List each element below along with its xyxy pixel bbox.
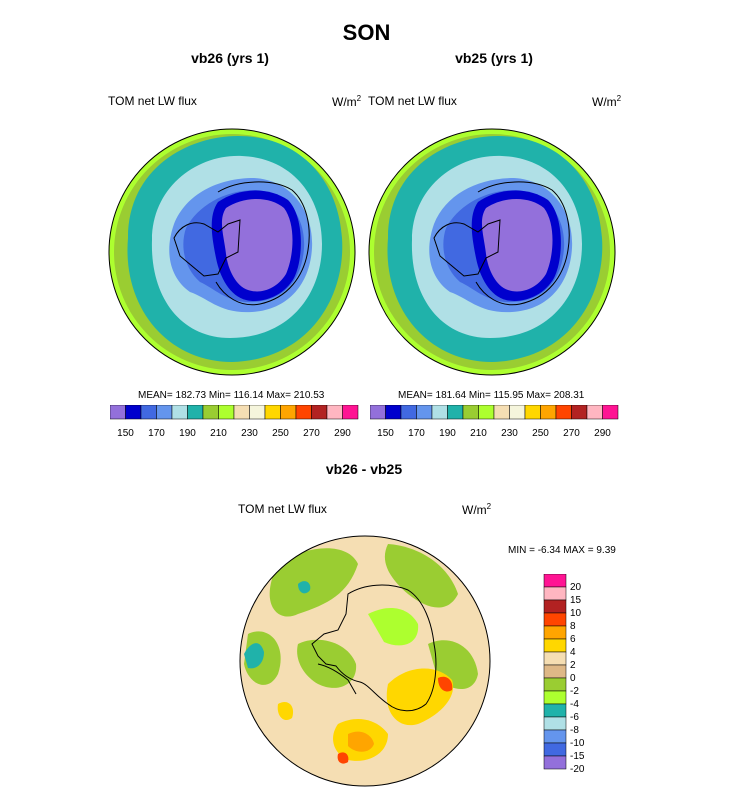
- colorbar-swatch: [478, 405, 495, 420]
- panel-2-units: W/m2: [592, 94, 622, 109]
- colorbar-swatch: [543, 612, 567, 627]
- colorbar-swatch: [462, 405, 479, 420]
- panel-2-variable: TOM net LW flux: [368, 94, 457, 108]
- colorbar-swatch: [543, 742, 567, 757]
- colorbar-label: 270: [563, 428, 580, 439]
- colorbar-label: 190: [439, 428, 456, 439]
- colorbar-label: -20: [570, 764, 585, 775]
- colorbar-swatch: [543, 586, 567, 601]
- colorbar-swatch: [326, 405, 343, 420]
- colorbar-label: -2: [570, 686, 579, 697]
- colorbar-swatch: [385, 405, 402, 420]
- panel-3-units: W/m2: [462, 502, 492, 517]
- panel-2-stats: MEAN= 181.64 Min= 115.95 Max= 208.31: [398, 390, 585, 401]
- colorbar-label: -8: [570, 725, 579, 736]
- colorbar-label: 150: [377, 428, 394, 439]
- panel-1-variable: TOM net LW flux: [108, 94, 197, 108]
- colorbar-label: 150: [117, 428, 134, 439]
- colorbar-label: 10: [570, 608, 582, 619]
- colorbar-label: 230: [501, 428, 518, 439]
- colorbar-swatch: [524, 405, 541, 420]
- panel-1-colorbar: 150 170 190 210 230 250 270 290: [110, 405, 359, 439]
- colorbar-swatch: [543, 729, 567, 744]
- colorbar-swatch: [187, 405, 204, 420]
- colorbar-swatch: [202, 405, 219, 420]
- colorbar-swatch: [218, 405, 235, 420]
- panel-3-title: vb26 - vb25: [325, 461, 403, 477]
- colorbar-label: 250: [532, 428, 549, 439]
- figure-title: SON: [342, 20, 391, 45]
- colorbar-label: 0: [570, 673, 576, 684]
- colorbar-swatch: [110, 405, 126, 420]
- colorbar-swatch: [493, 405, 510, 420]
- panel-1-title: vb26 (yrs 1): [191, 50, 269, 66]
- colorbar-label: 190: [179, 428, 196, 439]
- colorbar-swatch: [543, 625, 567, 640]
- colorbar-label: 15: [570, 595, 582, 606]
- colorbar-swatch: [171, 405, 188, 420]
- colorbar-label: 250: [272, 428, 289, 439]
- colorbar-label: 230: [241, 428, 258, 439]
- colorbar-label: -6: [570, 712, 579, 723]
- colorbar-label: 8: [570, 621, 576, 632]
- panel-3-stats: MIN = -6.34 MAX = 9.39: [508, 545, 616, 556]
- colorbar-swatch: [543, 574, 567, 588]
- colorbar-swatch: [543, 638, 567, 653]
- colorbar-swatch: [280, 405, 297, 420]
- colorbar-swatch: [249, 405, 266, 420]
- colorbar-label: 210: [470, 428, 487, 439]
- colorbar-swatch: [543, 664, 567, 679]
- panel-1-map: [108, 128, 356, 376]
- colorbar-label: 20: [570, 582, 582, 593]
- colorbar-label: 290: [594, 428, 611, 439]
- colorbar-swatch: [586, 405, 603, 420]
- panel-3-variable: TOM net LW flux: [238, 502, 327, 516]
- colorbar-swatch: [125, 405, 142, 420]
- colorbar-swatch: [543, 677, 567, 692]
- colorbar-swatch: [447, 405, 464, 420]
- panel-2-colorbar: 150 170 190 210 230 250 270 290: [370, 405, 619, 439]
- colorbar-label: -15: [570, 751, 585, 762]
- colorbar-swatch: [431, 405, 448, 420]
- colorbar-swatch: [370, 405, 386, 420]
- panel-1-units: W/m2: [332, 94, 362, 109]
- colorbar-swatch: [555, 405, 572, 420]
- colorbar-label: 270: [303, 428, 320, 439]
- colorbar-swatch: [543, 599, 567, 614]
- colorbar-swatch: [543, 690, 567, 705]
- colorbar-label: 4: [570, 647, 576, 658]
- colorbar-label: -4: [570, 699, 579, 710]
- colorbar-label: 290: [334, 428, 351, 439]
- panel-2-title: vb25 (yrs 1): [455, 50, 533, 66]
- colorbar-label: 6: [570, 634, 576, 645]
- colorbar-label: 170: [148, 428, 165, 439]
- colorbar-swatch: [416, 405, 433, 420]
- colorbar-swatch: [156, 405, 173, 420]
- colorbar-swatch: [543, 755, 567, 770]
- colorbar-swatch: [264, 405, 281, 420]
- colorbar-label: -10: [570, 738, 585, 749]
- colorbar-label: 2: [570, 660, 576, 671]
- panel-3-map: [239, 535, 491, 787]
- colorbar-swatch: [543, 716, 567, 731]
- colorbar-swatch: [543, 651, 567, 666]
- colorbar-swatch: [509, 405, 526, 420]
- colorbar-swatch: [540, 405, 557, 420]
- colorbar-swatch: [602, 405, 619, 420]
- colorbar-label: 210: [210, 428, 227, 439]
- colorbar-swatch: [233, 405, 250, 420]
- colorbar-label: 170: [408, 428, 425, 439]
- colorbar-swatch: [571, 405, 588, 420]
- colorbar-swatch: [543, 703, 567, 718]
- colorbar-swatch: [342, 405, 359, 420]
- panel-1-stats: MEAN= 182.73 Min= 116.14 Max= 210.53: [138, 390, 325, 401]
- colorbar-swatch: [400, 405, 417, 420]
- colorbar-swatch: [140, 405, 157, 420]
- panel-2-map: [368, 128, 616, 376]
- colorbar-swatch: [311, 405, 328, 420]
- colorbar-swatch: [295, 405, 312, 420]
